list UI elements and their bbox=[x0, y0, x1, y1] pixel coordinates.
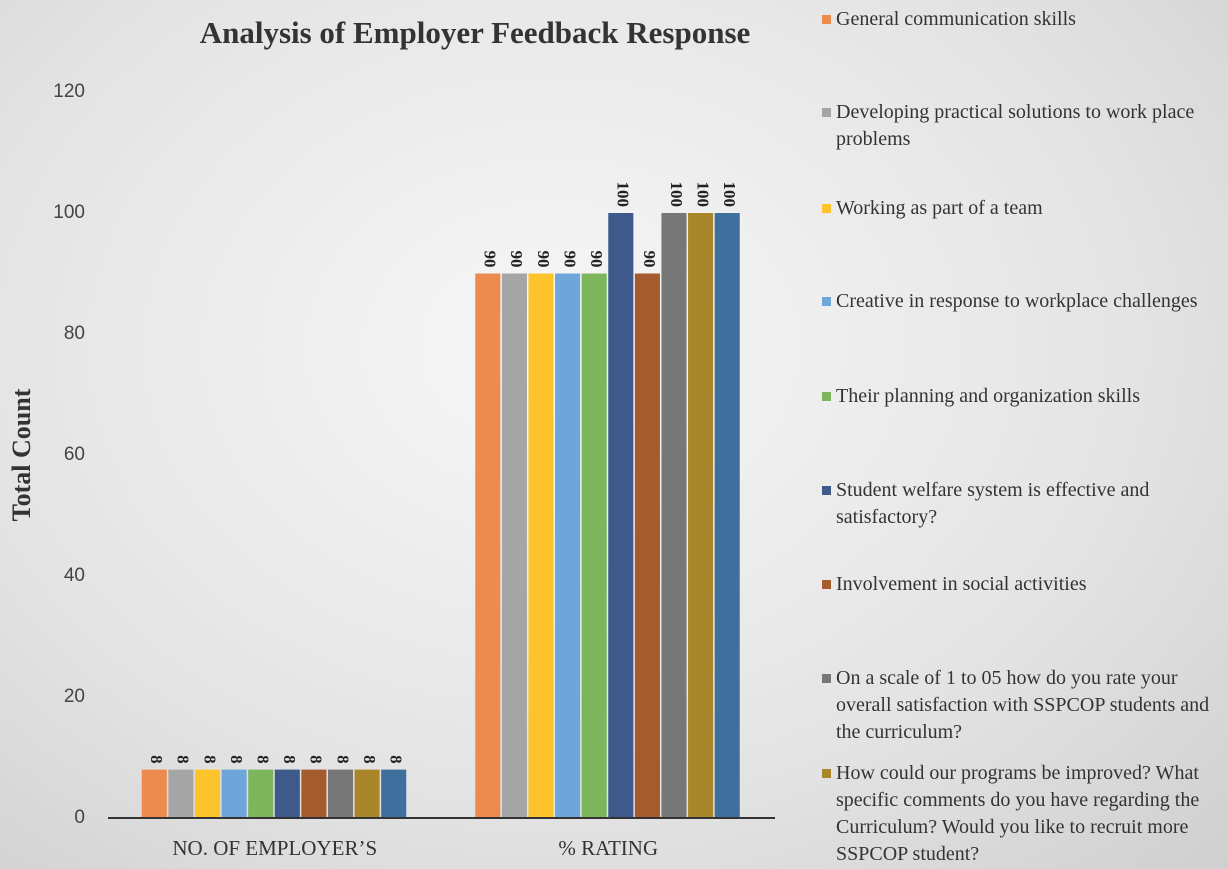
y-tick-label: 100 bbox=[53, 202, 85, 223]
data-label: 100 bbox=[720, 182, 739, 208]
bar bbox=[581, 273, 607, 818]
y-tick-label: 120 bbox=[53, 81, 85, 102]
legend-label: How could our programs be improved? What… bbox=[836, 762, 1200, 865]
legend-label: Involvement in social activities bbox=[836, 573, 1087, 595]
chart-title: Analysis of Employer Feedback Response bbox=[200, 15, 751, 50]
bar bbox=[221, 769, 247, 818]
legend-label: Creative in response to workplace challe… bbox=[836, 290, 1198, 312]
data-label: 8 bbox=[307, 755, 326, 764]
legend-swatch bbox=[822, 580, 831, 589]
legend-item: Developing practical solutions to work p… bbox=[822, 99, 1222, 153]
data-label: 90 bbox=[507, 251, 526, 268]
data-label: 90 bbox=[640, 251, 659, 268]
bar bbox=[501, 273, 527, 818]
x-tick-label: % RATING bbox=[558, 836, 658, 860]
data-label: 100 bbox=[667, 182, 686, 208]
legend-label: Student welfare system is effective and … bbox=[836, 479, 1150, 528]
y-tick-label: 80 bbox=[64, 323, 85, 344]
bar bbox=[327, 769, 354, 818]
data-label: 90 bbox=[560, 251, 579, 268]
bar bbox=[661, 213, 687, 818]
legend-label: On a scale of 1 to 05 how do you rate yo… bbox=[836, 667, 1210, 743]
bar bbox=[475, 273, 501, 818]
bar bbox=[555, 273, 581, 818]
bar bbox=[634, 273, 660, 818]
legend-label: Their planning and organization skills bbox=[836, 385, 1141, 407]
bar bbox=[248, 769, 274, 818]
data-label: 8 bbox=[254, 755, 273, 764]
y-tick-label: 20 bbox=[64, 686, 85, 707]
data-label: 8 bbox=[174, 755, 193, 764]
data-label: 100 bbox=[693, 182, 712, 208]
legend-swatch bbox=[822, 297, 831, 306]
bar bbox=[354, 769, 380, 818]
legend-item: Their planning and organization skills bbox=[822, 383, 1222, 410]
legend-swatch bbox=[822, 769, 831, 778]
legend-swatch bbox=[822, 674, 831, 683]
bar bbox=[301, 769, 327, 818]
legend-item: Student welfare system is effective and … bbox=[822, 477, 1222, 531]
legend-item: How could our programs be improved? What… bbox=[822, 760, 1222, 868]
y-tick-label: 60 bbox=[64, 444, 85, 465]
bar bbox=[528, 273, 554, 818]
legend-item: Involvement in social activities bbox=[822, 571, 1222, 598]
bar bbox=[714, 213, 740, 818]
legend-swatch bbox=[822, 15, 831, 24]
data-label: 90 bbox=[534, 251, 553, 268]
bar bbox=[608, 213, 634, 818]
data-label: 8 bbox=[227, 755, 246, 764]
data-label: 8 bbox=[387, 755, 406, 764]
bar bbox=[688, 213, 714, 818]
legend-item: General communication skills bbox=[822, 6, 1222, 33]
bar bbox=[381, 769, 407, 818]
y-tick-label: 0 bbox=[74, 807, 85, 828]
data-label: 90 bbox=[481, 251, 500, 268]
data-label: 8 bbox=[333, 755, 352, 764]
y-axis-label: Total Count bbox=[7, 388, 36, 521]
legend-swatch bbox=[822, 392, 831, 401]
bar bbox=[274, 769, 300, 818]
data-label: 8 bbox=[360, 755, 379, 764]
legend-label: Working as part of a team bbox=[836, 197, 1043, 219]
legend-label: Developing practical solutions to work p… bbox=[836, 101, 1195, 150]
data-label: 8 bbox=[200, 755, 219, 764]
legend-swatch bbox=[822, 108, 831, 117]
data-label: 8 bbox=[147, 755, 166, 764]
legend-label: General communication skills bbox=[836, 8, 1076, 30]
bar bbox=[141, 769, 167, 818]
legend-item: Working as part of a team bbox=[822, 195, 1222, 222]
legend-swatch bbox=[822, 204, 831, 213]
bar bbox=[168, 769, 194, 818]
x-tick-label: NO. OF EMPLOYER’S bbox=[172, 836, 377, 860]
legend-item: Creative in response to workplace challe… bbox=[822, 288, 1222, 315]
data-label: 100 bbox=[614, 182, 633, 208]
data-label: 90 bbox=[587, 251, 606, 268]
legend-item: On a scale of 1 to 05 how do you rate yo… bbox=[822, 665, 1222, 746]
data-label: 8 bbox=[280, 755, 299, 764]
legend-swatch bbox=[822, 486, 831, 495]
bar bbox=[194, 769, 221, 818]
y-tick-label: 40 bbox=[64, 565, 85, 586]
